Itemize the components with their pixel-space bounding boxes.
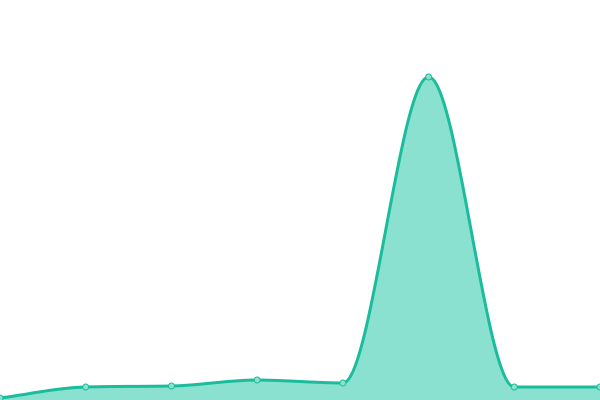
data-points: [0, 73, 600, 400]
series-line: [0, 75, 600, 400]
data-point-3: [253, 376, 261, 384]
data-point-0: [0, 394, 4, 400]
data-point-7: [596, 383, 600, 391]
data-point-1: [82, 383, 90, 391]
data-point-2: [167, 382, 175, 390]
data-point-4: [339, 379, 347, 387]
data-point-6: [510, 383, 518, 391]
area-fill: [0, 77, 600, 400]
data-point-5: [425, 73, 433, 81]
